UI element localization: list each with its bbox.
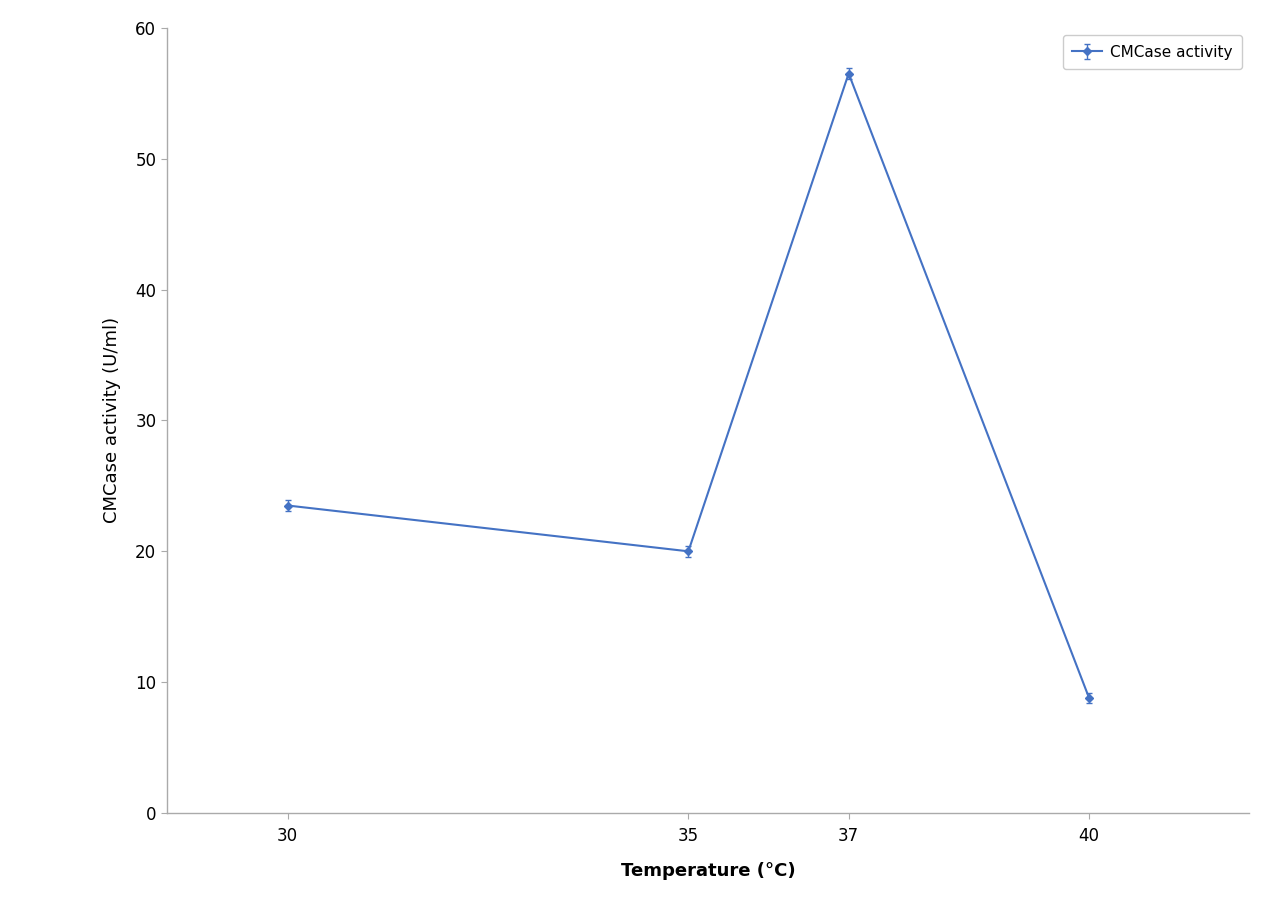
Y-axis label: CMCase activity (U/ml): CMCase activity (U/ml) xyxy=(103,317,121,524)
X-axis label: Temperature (°C): Temperature (°C) xyxy=(621,862,796,880)
Legend: CMCase activity: CMCase activity xyxy=(1063,35,1242,68)
